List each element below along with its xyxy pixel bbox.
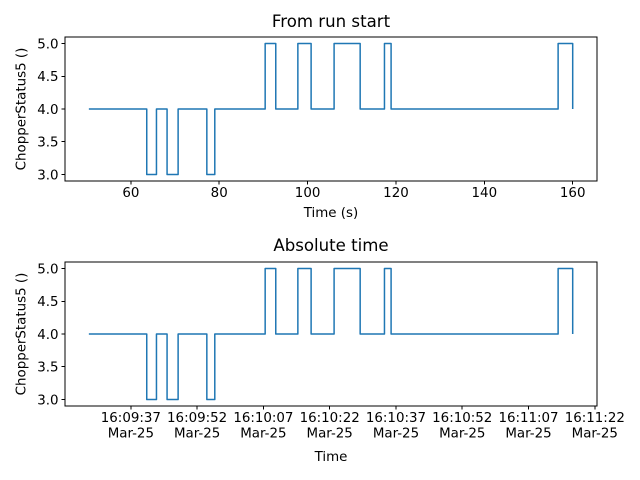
- y-tick-label: 4.0: [37, 103, 58, 118]
- subplot-1-title: From run start: [271, 12, 391, 31]
- y-tick-label: 4.5: [37, 295, 58, 310]
- y-tick-label: 5.0: [37, 37, 58, 52]
- y-tick-label: 4.0: [37, 328, 58, 343]
- x-tick-label: 16:09:37 Mar-25: [101, 411, 161, 442]
- y-tick-label: 3.5: [37, 361, 58, 376]
- x-tick-label: 120: [383, 186, 409, 201]
- data-line-ChopperStatus5: [88, 267, 574, 401]
- subplot-2-xlabel: Time: [314, 450, 348, 465]
- x-tick-label: 16:10:52 Mar-25: [432, 411, 492, 442]
- subplot-1-xlabel: Time (s): [303, 206, 359, 221]
- x-tick-label: 16:11:07 Mar-25: [498, 411, 558, 442]
- x-tick-label: 100: [295, 186, 321, 201]
- y-tick-label: 3.0: [37, 168, 58, 183]
- subplot-1-ylabel: ChopperStatus5 (): [14, 47, 30, 171]
- y-tick-label: 3.5: [37, 136, 58, 151]
- x-tick-label: 16:10:22 Mar-25: [300, 411, 360, 442]
- x-tick-label: 160: [560, 186, 586, 201]
- x-tick-label: 16:10:37 Mar-25: [366, 411, 426, 442]
- x-tick-label: 16:10:07 Mar-25: [233, 411, 293, 442]
- x-tick-label: 16:09:52 Mar-25: [167, 411, 227, 442]
- data-line-ChopperStatus5: [88, 42, 574, 176]
- y-tick-label: 5.0: [37, 262, 58, 277]
- x-tick-label: 16:11:22 Mar-25: [565, 411, 625, 442]
- y-tick-label: 3.0: [37, 393, 58, 408]
- subplot-2-title: Absolute time: [273, 236, 389, 255]
- x-tick-label: 60: [122, 186, 139, 201]
- x-tick-label: 140: [472, 186, 498, 201]
- x-tick-label: 80: [211, 186, 228, 201]
- y-tick-label: 4.5: [37, 70, 58, 85]
- subplot-2-ylabel: ChopperStatus5 (): [14, 272, 30, 396]
